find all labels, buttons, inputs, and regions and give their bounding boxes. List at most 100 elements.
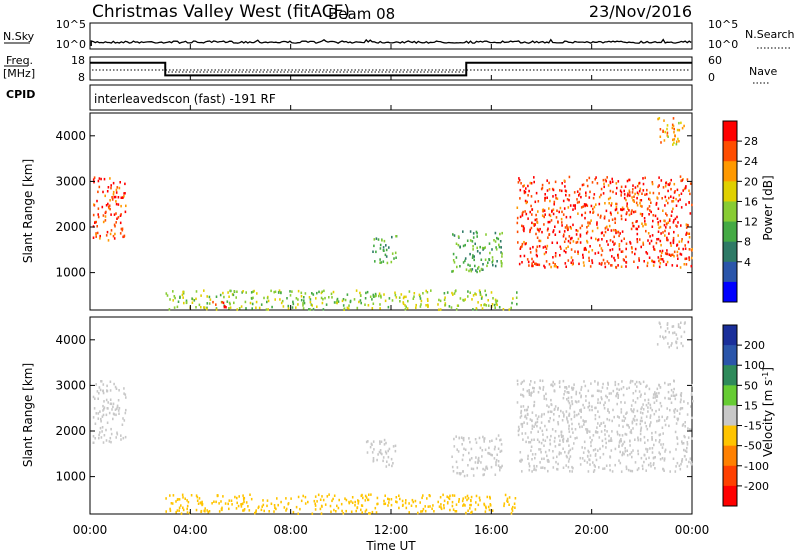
data-cell [462, 261, 465, 264]
data-cell [440, 503, 442, 506]
data-cell [263, 509, 265, 513]
data-cell [586, 179, 588, 182]
data-cell [581, 213, 583, 217]
data-cell [566, 224, 568, 227]
data-cell [688, 258, 691, 262]
data-cell [110, 432, 113, 436]
data-cell [635, 227, 638, 231]
data-cell [560, 430, 563, 434]
data-cell [558, 210, 560, 214]
data-cell [648, 205, 651, 208]
data-cell [391, 299, 394, 302]
data-cell [208, 302, 211, 305]
data-cell [464, 448, 467, 451]
data-cell [247, 505, 249, 508]
data-cell [678, 140, 680, 143]
data-cell [375, 237, 378, 240]
data-cell [96, 199, 98, 203]
data-cell [690, 405, 692, 408]
data-cell [554, 194, 557, 197]
data-cell [615, 230, 618, 233]
data-cell [575, 241, 578, 244]
data-cell [615, 208, 618, 211]
data-cell [552, 418, 555, 422]
data-cell [121, 229, 124, 232]
data-cell [540, 415, 543, 418]
data-cell [575, 390, 578, 394]
data-cell [592, 196, 595, 200]
data-cell [680, 121, 682, 125]
data-cell [484, 448, 487, 451]
data-cell [172, 494, 175, 497]
data-cell [484, 246, 486, 249]
data-cell [483, 473, 485, 476]
data-cell [311, 512, 314, 515]
data-cell [618, 388, 620, 391]
data-cell [211, 502, 213, 505]
data-cell [549, 438, 551, 442]
data-cell [117, 196, 120, 199]
data-cell [659, 135, 662, 138]
data-cell [689, 192, 691, 196]
data-cell [482, 473, 484, 477]
data-cell [519, 188, 522, 192]
freq-unit-label: [MHz] [3, 67, 35, 80]
data-cell [464, 259, 466, 263]
data-cell [553, 413, 555, 416]
data-cell [467, 464, 469, 467]
data-cell [571, 259, 574, 262]
data-cell [123, 392, 125, 395]
data-cell [630, 408, 632, 411]
data-cell [250, 291, 253, 294]
data-cell [477, 301, 479, 304]
data-cell [674, 397, 677, 401]
data-cell [620, 214, 623, 218]
data-cell [369, 295, 372, 298]
data-cell [632, 417, 635, 421]
data-cell [628, 426, 630, 429]
data-cell [92, 416, 95, 419]
data-cell [496, 260, 498, 263]
data-cell [379, 243, 382, 247]
data-cell [395, 235, 397, 238]
data-cell [589, 436, 591, 439]
data-cell [660, 325, 662, 329]
data-cell [111, 198, 114, 201]
data-cell [550, 410, 553, 414]
data-cell [514, 506, 516, 509]
data-cell [118, 389, 120, 392]
data-cell [569, 204, 572, 207]
data-cell [479, 269, 481, 273]
data-cell [586, 230, 589, 234]
data-cell [673, 379, 675, 382]
data-cell [92, 435, 95, 438]
data-cell [477, 456, 480, 460]
data-cell [540, 441, 543, 445]
data-cell [634, 186, 637, 189]
data-cell [469, 458, 471, 462]
data-cell [568, 444, 570, 447]
data-cell [309, 301, 312, 304]
data-cell [98, 386, 101, 389]
data-cell [620, 439, 622, 443]
data-cell [502, 308, 505, 311]
data-cell [546, 435, 549, 439]
data-cell [481, 295, 483, 299]
data-cell [531, 453, 534, 456]
data-cell [93, 203, 95, 206]
data-cell [559, 189, 561, 192]
data-cell [676, 264, 678, 267]
data-cell [597, 213, 599, 217]
data-cell [582, 253, 584, 257]
data-cell [385, 441, 387, 445]
data-cell [485, 506, 487, 510]
data-cell [558, 443, 560, 447]
data-cell [616, 402, 618, 406]
data-cell [353, 298, 356, 301]
data-cell [439, 299, 442, 303]
data-cell [516, 302, 518, 306]
data-cell [469, 503, 471, 507]
data-cell [383, 499, 385, 503]
data-cell [547, 469, 549, 473]
data-cell [243, 500, 245, 504]
